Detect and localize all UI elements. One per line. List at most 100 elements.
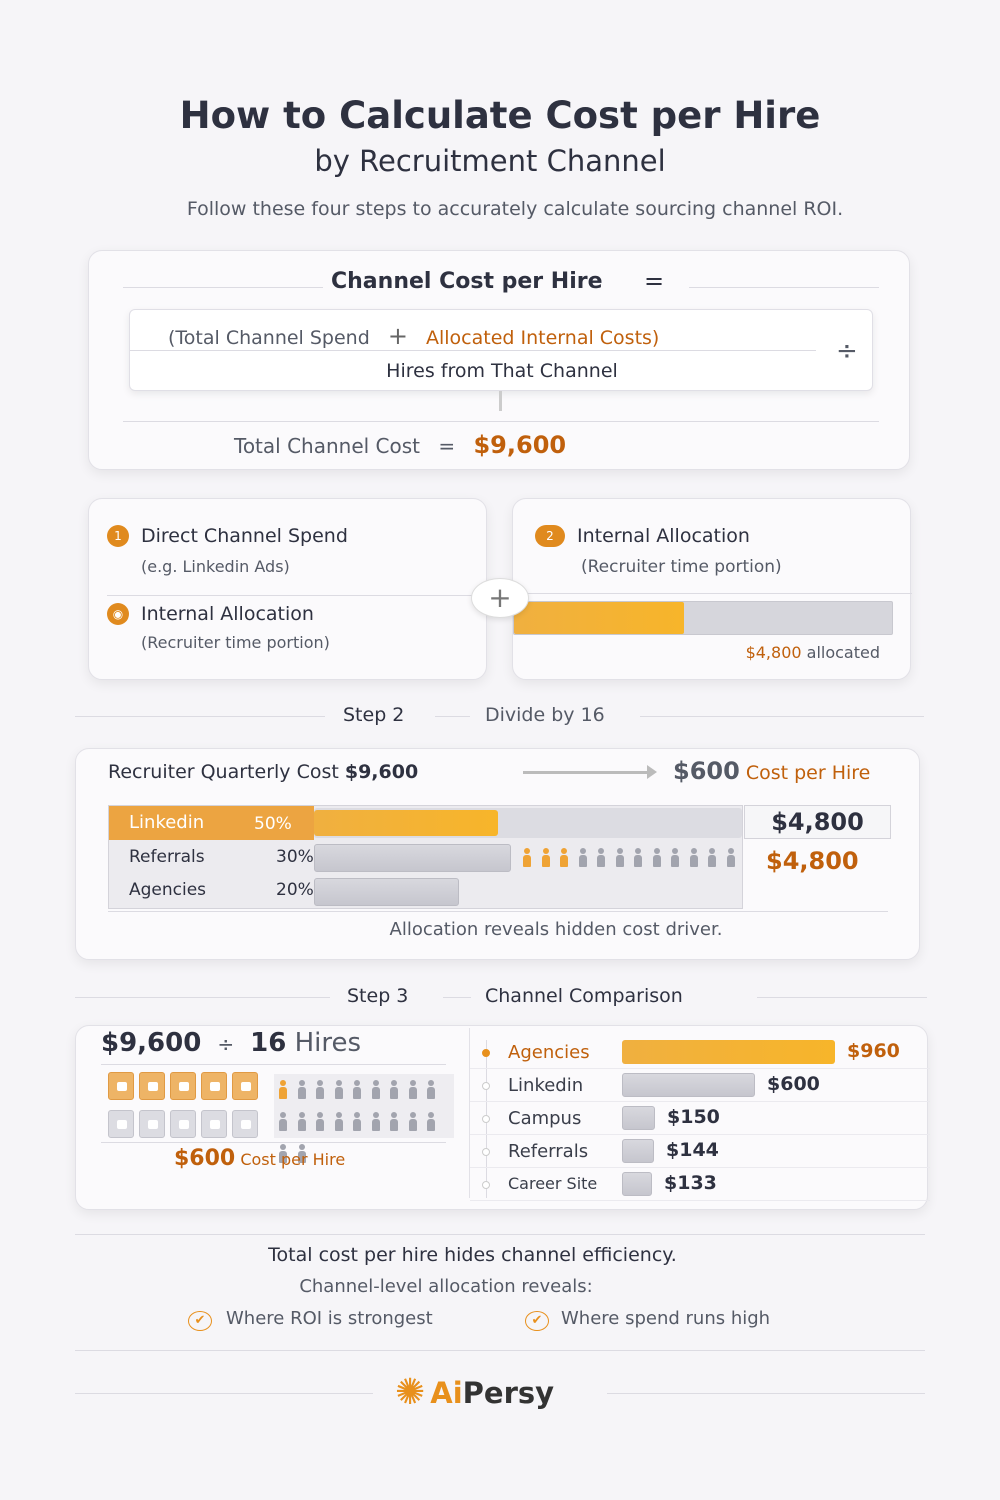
item-title: Internal Allocation xyxy=(141,603,314,625)
calc-value: $9,600 xyxy=(101,1028,202,1058)
calc-hires: 16 xyxy=(250,1028,287,1058)
bar-linkedin xyxy=(622,1073,755,1097)
item-title-row: 2 Internal Allocation xyxy=(535,525,750,547)
step-3-caption: Channel Comparison xyxy=(485,985,683,1007)
cost-per-hire-result: $600 Cost per Hire xyxy=(673,757,870,785)
bar-campus xyxy=(622,1106,655,1130)
summary-line-2: Channel-level allocation reveals: xyxy=(299,1276,593,1297)
row-name: Linkedin xyxy=(129,812,205,833)
result-value: $600 xyxy=(673,757,740,785)
person-icon xyxy=(297,1080,307,1100)
equals-sign: = xyxy=(644,267,665,295)
allocated-label: allocated xyxy=(806,643,880,662)
person-icon xyxy=(426,1080,436,1100)
row-percent: 20% xyxy=(276,880,314,900)
person-icon xyxy=(389,1112,399,1132)
allocated-value: $4,800 xyxy=(745,643,802,662)
item-title: Direct Channel Spend xyxy=(141,525,348,547)
person-icon xyxy=(278,1112,288,1132)
chart-row: Campus $150 xyxy=(470,1102,930,1135)
allocation-table: Linkedin 50% Referrals 30% Agencies 20% xyxy=(108,805,743,909)
person-icon xyxy=(352,1112,362,1132)
step-3-label: Step 3 xyxy=(347,985,409,1007)
formula-heading: Channel Cost per Hire xyxy=(331,269,603,294)
agencies-bar xyxy=(314,878,459,906)
cost-blocks xyxy=(108,1072,278,1148)
row-name: Referrals xyxy=(129,847,205,867)
timeline-dot-icon xyxy=(482,1115,490,1123)
check-label: Where ROI is strongest xyxy=(226,1308,433,1329)
chart-row: Career Site $133 xyxy=(470,1168,930,1201)
check-icon: ✔ xyxy=(188,1311,212,1331)
formula-denominator: Hires from That Channel xyxy=(386,360,618,382)
divide-sign: ÷ xyxy=(836,336,858,366)
person-icon xyxy=(670,848,680,868)
value-label: $133 xyxy=(664,1172,717,1194)
chart-row: Referrals $144 xyxy=(470,1135,930,1168)
cost-label: Recruiter Quarterly Cost xyxy=(108,761,339,783)
total-label: Total Channel Cost xyxy=(234,434,420,458)
page-subtitle: by Recruitment Channel xyxy=(314,144,666,178)
chart-row: Agencies $960 xyxy=(470,1036,930,1069)
result-label: Cost per Hire xyxy=(745,762,871,784)
hires-icons xyxy=(274,1074,454,1163)
value-label: $144 xyxy=(666,1139,719,1161)
allocated-value: $4,800 xyxy=(766,847,859,875)
person-icon xyxy=(408,1112,418,1132)
step-number-badge: 1 xyxy=(107,525,129,547)
person-icon xyxy=(371,1112,381,1132)
item-title: Internal Allocation xyxy=(577,525,750,547)
formula-card: Channel Cost per Hire = (Total Channel S… xyxy=(88,250,910,470)
result-label: Cost per Hire xyxy=(240,1150,346,1169)
person-icon xyxy=(633,848,643,868)
cost-per-hire-result: $600 Cost per Hire xyxy=(174,1146,345,1171)
person-icon xyxy=(707,848,717,868)
person-icon xyxy=(541,848,551,868)
category-label: Agencies xyxy=(508,1042,590,1063)
cost-block-icon xyxy=(170,1110,196,1138)
person-icon xyxy=(726,848,736,868)
person-icon xyxy=(297,1144,307,1164)
channel-comparison-chart: Agencies $960 Linkedin $600 Campus $150 Referr… xyxy=(469,1028,930,1201)
allocation-progress-bar xyxy=(513,601,893,635)
chart-row: Linkedin $600 xyxy=(470,1069,930,1102)
timeline-dot-icon xyxy=(482,1181,490,1189)
check-item-roi: ✔ Where ROI is strongest xyxy=(188,1308,433,1331)
page-title: How to Calculate Cost per Hire xyxy=(179,94,821,137)
value-label: $600 xyxy=(767,1073,820,1095)
item-subtitle: (e.g. Linkedin Ads) xyxy=(141,557,290,576)
person-icon xyxy=(426,1112,436,1132)
category-label: Referrals xyxy=(508,1141,589,1162)
allocation-footer: Allocation reveals hidden cost driver. xyxy=(389,919,723,940)
plus-sign: + xyxy=(387,322,408,350)
person-icon xyxy=(408,1080,418,1100)
allocated-text: $4,800 allocated xyxy=(746,643,880,662)
check-item-spend: ✔ Where spend runs high xyxy=(525,1308,770,1331)
cost-block-icon xyxy=(232,1110,258,1138)
category-label: Linkedin xyxy=(508,1075,584,1096)
summary-line-1: Total cost per hire hides channel effici… xyxy=(268,1244,677,1266)
step-2-label: Step 2 xyxy=(343,704,405,726)
category-label: Career Site xyxy=(508,1174,598,1193)
timeline-dot-icon xyxy=(482,1148,490,1156)
bar-agencies xyxy=(622,1040,835,1064)
person-icon xyxy=(334,1080,344,1100)
item-subtitle: (Recruiter time portion) xyxy=(581,557,782,577)
linkedin-bar xyxy=(314,810,498,836)
timeline-dot-icon xyxy=(482,1082,490,1090)
step-2-caption: Divide by 16 xyxy=(485,704,605,726)
total-channel-cost: Total Channel Cost = $9,600 xyxy=(234,431,566,459)
value-label: $960 xyxy=(847,1040,900,1062)
cost-per-hire-calc: $9,600 ÷ 16 Hires xyxy=(101,1028,361,1058)
result-value: $600 xyxy=(174,1146,236,1171)
item-internal-allocation: ◉ Internal Allocation xyxy=(107,603,314,625)
person-icon xyxy=(389,1080,399,1100)
allocation-progress-fill xyxy=(514,602,685,634)
allocated-internal-costs: Allocated Internal Costs) xyxy=(426,327,660,349)
equals-sign: = xyxy=(438,434,456,458)
person-icon xyxy=(559,848,569,868)
pin-icon: ◉ xyxy=(107,603,129,625)
value-label: $150 xyxy=(667,1106,720,1128)
arrow-right-icon xyxy=(523,765,657,779)
cost-block-icon xyxy=(201,1110,227,1138)
